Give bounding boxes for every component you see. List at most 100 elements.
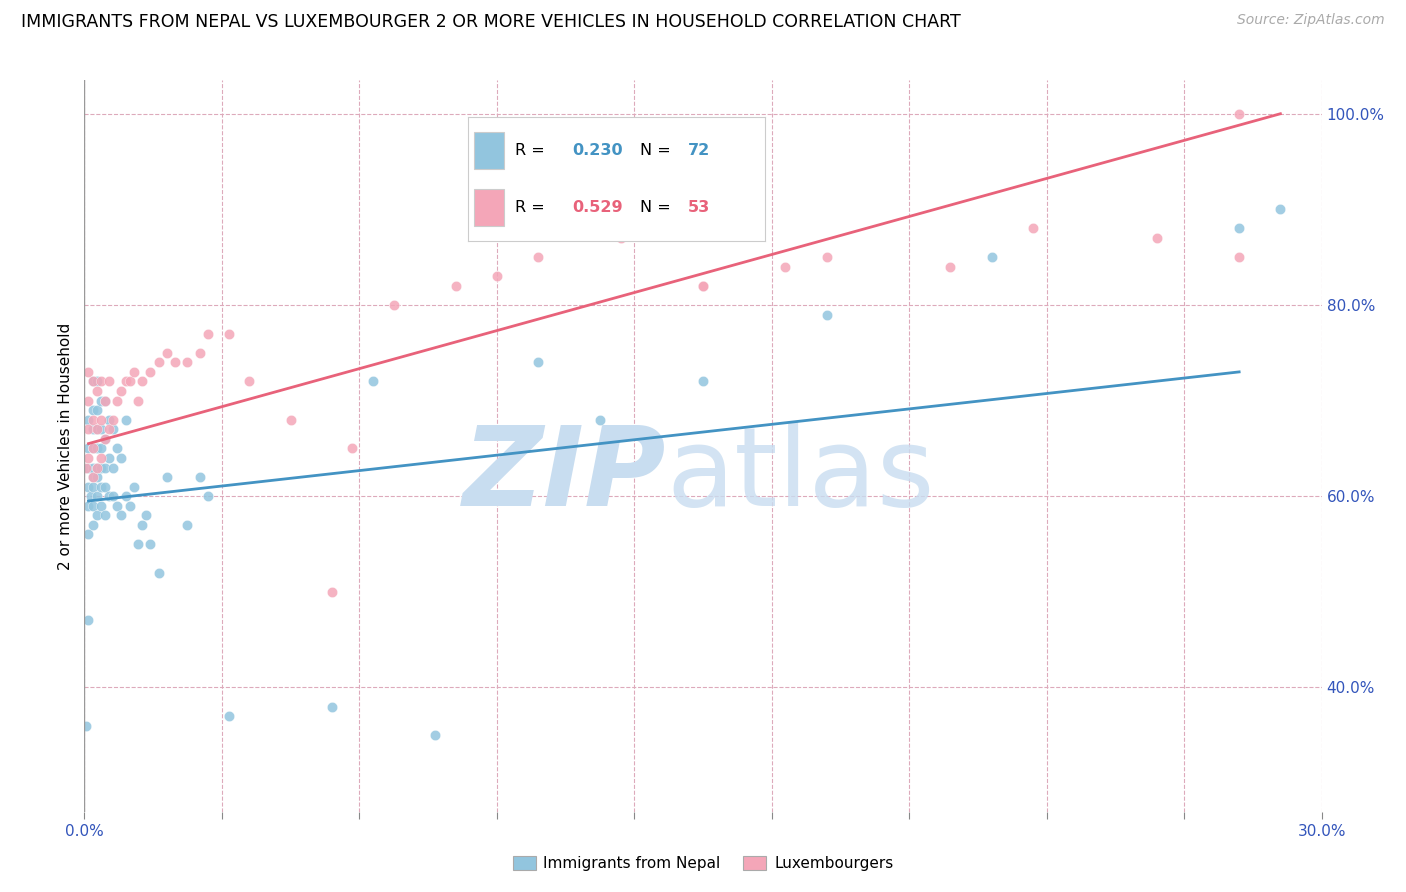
Point <box>77 393 100 408</box>
Point <box>77 442 100 456</box>
Point <box>86 442 108 456</box>
Point <box>692 375 714 389</box>
Point <box>82 517 104 532</box>
Point <box>90 499 112 513</box>
Point <box>94 480 117 494</box>
Point <box>110 508 132 523</box>
Point <box>110 450 132 465</box>
Point <box>90 375 112 389</box>
Point <box>105 393 128 408</box>
Point <box>82 480 104 494</box>
Point <box>197 489 219 503</box>
Point <box>86 460 108 475</box>
Point <box>815 250 838 264</box>
Point <box>165 355 187 369</box>
Point <box>775 260 797 274</box>
Point <box>218 326 240 341</box>
Point <box>342 442 364 456</box>
Text: IMMIGRANTS FROM NEPAL VS LUXEMBOURGER 2 OR MORE VEHICLES IN HOUSEHOLD CORRELATIO: IMMIGRANTS FROM NEPAL VS LUXEMBOURGER 2 … <box>21 13 960 31</box>
Point <box>131 375 153 389</box>
Point <box>139 365 162 379</box>
Point <box>98 422 121 436</box>
Point <box>103 460 125 475</box>
Point <box>77 480 100 494</box>
Point <box>939 260 962 274</box>
Point <box>692 278 714 293</box>
Point <box>321 699 343 714</box>
Point <box>176 517 198 532</box>
Point <box>105 442 128 456</box>
Point <box>86 508 108 523</box>
Point <box>527 355 550 369</box>
Point <box>77 413 100 427</box>
Point <box>485 269 508 284</box>
Point <box>105 499 128 513</box>
Point <box>86 422 108 436</box>
Point <box>110 384 132 398</box>
Point <box>77 365 100 379</box>
Point <box>77 527 100 541</box>
Point <box>280 413 302 427</box>
Point <box>86 384 108 398</box>
Point <box>156 470 179 484</box>
Point <box>122 480 145 494</box>
Point <box>94 460 117 475</box>
Point <box>86 460 108 475</box>
Point <box>82 413 104 427</box>
Legend: Immigrants from Nepal, Luxembourgers: Immigrants from Nepal, Luxembourgers <box>506 850 900 877</box>
Point <box>94 432 117 446</box>
Point <box>176 355 198 369</box>
Point <box>82 470 104 484</box>
Point <box>75 460 97 475</box>
Point <box>90 393 112 408</box>
Point <box>103 422 125 436</box>
Point <box>94 432 117 446</box>
Point <box>1146 231 1168 245</box>
Point <box>103 489 125 503</box>
Point <box>77 499 100 513</box>
Point <box>82 470 104 484</box>
Point <box>82 442 104 456</box>
Point <box>94 393 117 408</box>
Point <box>94 508 117 523</box>
Point <box>82 403 104 417</box>
Point <box>188 345 211 359</box>
Point <box>86 422 108 436</box>
Point <box>197 326 219 341</box>
Point <box>361 375 384 389</box>
Point <box>98 413 121 427</box>
Point <box>127 393 149 408</box>
Point <box>90 480 112 494</box>
Point <box>1022 221 1045 235</box>
Point <box>90 422 112 436</box>
Point <box>98 450 121 465</box>
Point <box>139 537 162 551</box>
Point <box>77 450 100 465</box>
Point <box>90 413 112 427</box>
Point <box>114 413 136 427</box>
Point <box>82 375 104 389</box>
Point <box>77 422 100 436</box>
Text: atlas: atlas <box>666 422 935 529</box>
Y-axis label: 2 or more Vehicles in Household: 2 or more Vehicles in Household <box>58 322 73 570</box>
Point <box>86 403 108 417</box>
Point <box>980 250 1002 264</box>
Point <box>188 470 211 484</box>
Point <box>815 308 838 322</box>
Point <box>1270 202 1292 217</box>
Point <box>692 278 714 293</box>
Point <box>148 355 170 369</box>
Point <box>114 489 136 503</box>
Point <box>82 442 104 456</box>
Point <box>423 728 446 742</box>
Point <box>82 375 104 389</box>
Point <box>1227 250 1250 264</box>
Point <box>90 460 112 475</box>
Point <box>118 499 141 513</box>
Point <box>122 365 145 379</box>
Point <box>82 422 104 436</box>
Point <box>238 375 260 389</box>
Point <box>382 298 405 312</box>
Point <box>90 442 112 456</box>
Point <box>86 489 108 503</box>
